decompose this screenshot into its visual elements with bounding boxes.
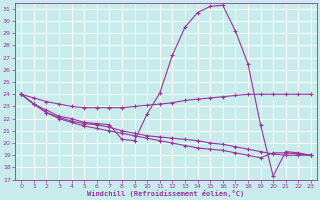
X-axis label: Windchill (Refroidissement éolien,°C): Windchill (Refroidissement éolien,°C)	[87, 190, 245, 197]
